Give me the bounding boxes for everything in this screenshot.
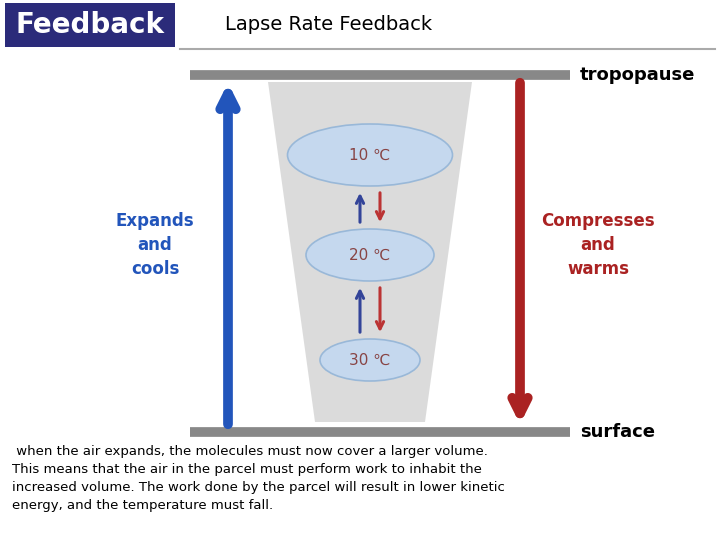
Ellipse shape — [287, 124, 452, 186]
Text: Expands
and
cools: Expands and cools — [116, 212, 194, 278]
FancyBboxPatch shape — [5, 3, 175, 47]
Text: surface: surface — [580, 423, 655, 441]
Text: Compresses
and
warms: Compresses and warms — [541, 212, 654, 278]
Text: 10 ℃: 10 ℃ — [349, 147, 391, 163]
Ellipse shape — [320, 339, 420, 381]
Text: tropopause: tropopause — [580, 66, 696, 84]
Ellipse shape — [306, 229, 434, 281]
Text: 20 ℃: 20 ℃ — [349, 247, 391, 262]
Text: 30 ℃: 30 ℃ — [349, 353, 391, 368]
Text: Lapse Rate Feedback: Lapse Rate Feedback — [225, 16, 432, 35]
Polygon shape — [268, 82, 472, 422]
Text: when the air expands, the molecules must now cover a larger volume.
This means t: when the air expands, the molecules must… — [12, 445, 505, 512]
Text: Feedback: Feedback — [16, 11, 164, 39]
